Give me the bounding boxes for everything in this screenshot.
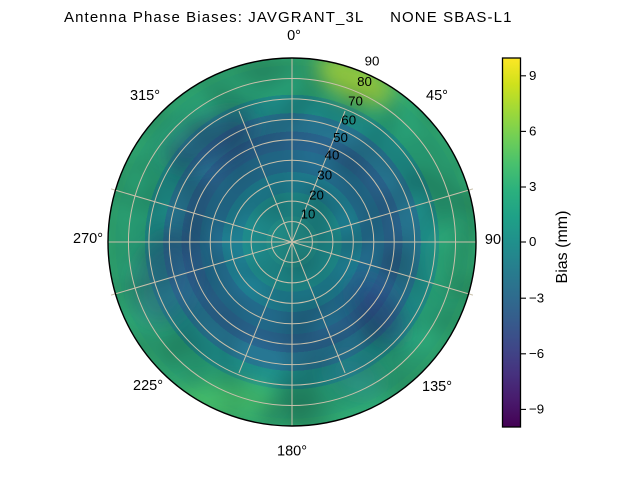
- svg-text:9: 9: [529, 68, 536, 83]
- svg-text:20: 20: [309, 187, 324, 202]
- svg-text:135°: 135°: [422, 379, 452, 395]
- svg-text:10: 10: [301, 207, 316, 222]
- svg-text:315°: 315°: [130, 88, 160, 104]
- svg-text:Bias (mm): Bias (mm): [554, 211, 571, 284]
- svg-text:60: 60: [341, 113, 356, 128]
- svg-text:−3: −3: [529, 290, 544, 305]
- svg-text:30: 30: [317, 168, 332, 183]
- svg-text:40: 40: [325, 148, 340, 163]
- svg-text:90: 90: [365, 54, 380, 69]
- svg-text:90: 90: [485, 232, 501, 248]
- svg-text:180°: 180°: [277, 444, 307, 460]
- svg-text:50: 50: [333, 130, 348, 145]
- svg-text:0: 0: [529, 234, 536, 249]
- svg-text:−6: −6: [529, 346, 544, 361]
- svg-text:225°: 225°: [133, 378, 163, 394]
- svg-text:70: 70: [348, 94, 363, 109]
- svg-text:0°: 0°: [287, 28, 301, 44]
- svg-text:80: 80: [357, 74, 372, 89]
- svg-text:6: 6: [529, 124, 536, 139]
- svg-text:45°: 45°: [426, 88, 448, 104]
- svg-text:−9: −9: [529, 402, 544, 417]
- svg-text:270°: 270°: [73, 231, 103, 247]
- svg-text:3: 3: [529, 179, 536, 194]
